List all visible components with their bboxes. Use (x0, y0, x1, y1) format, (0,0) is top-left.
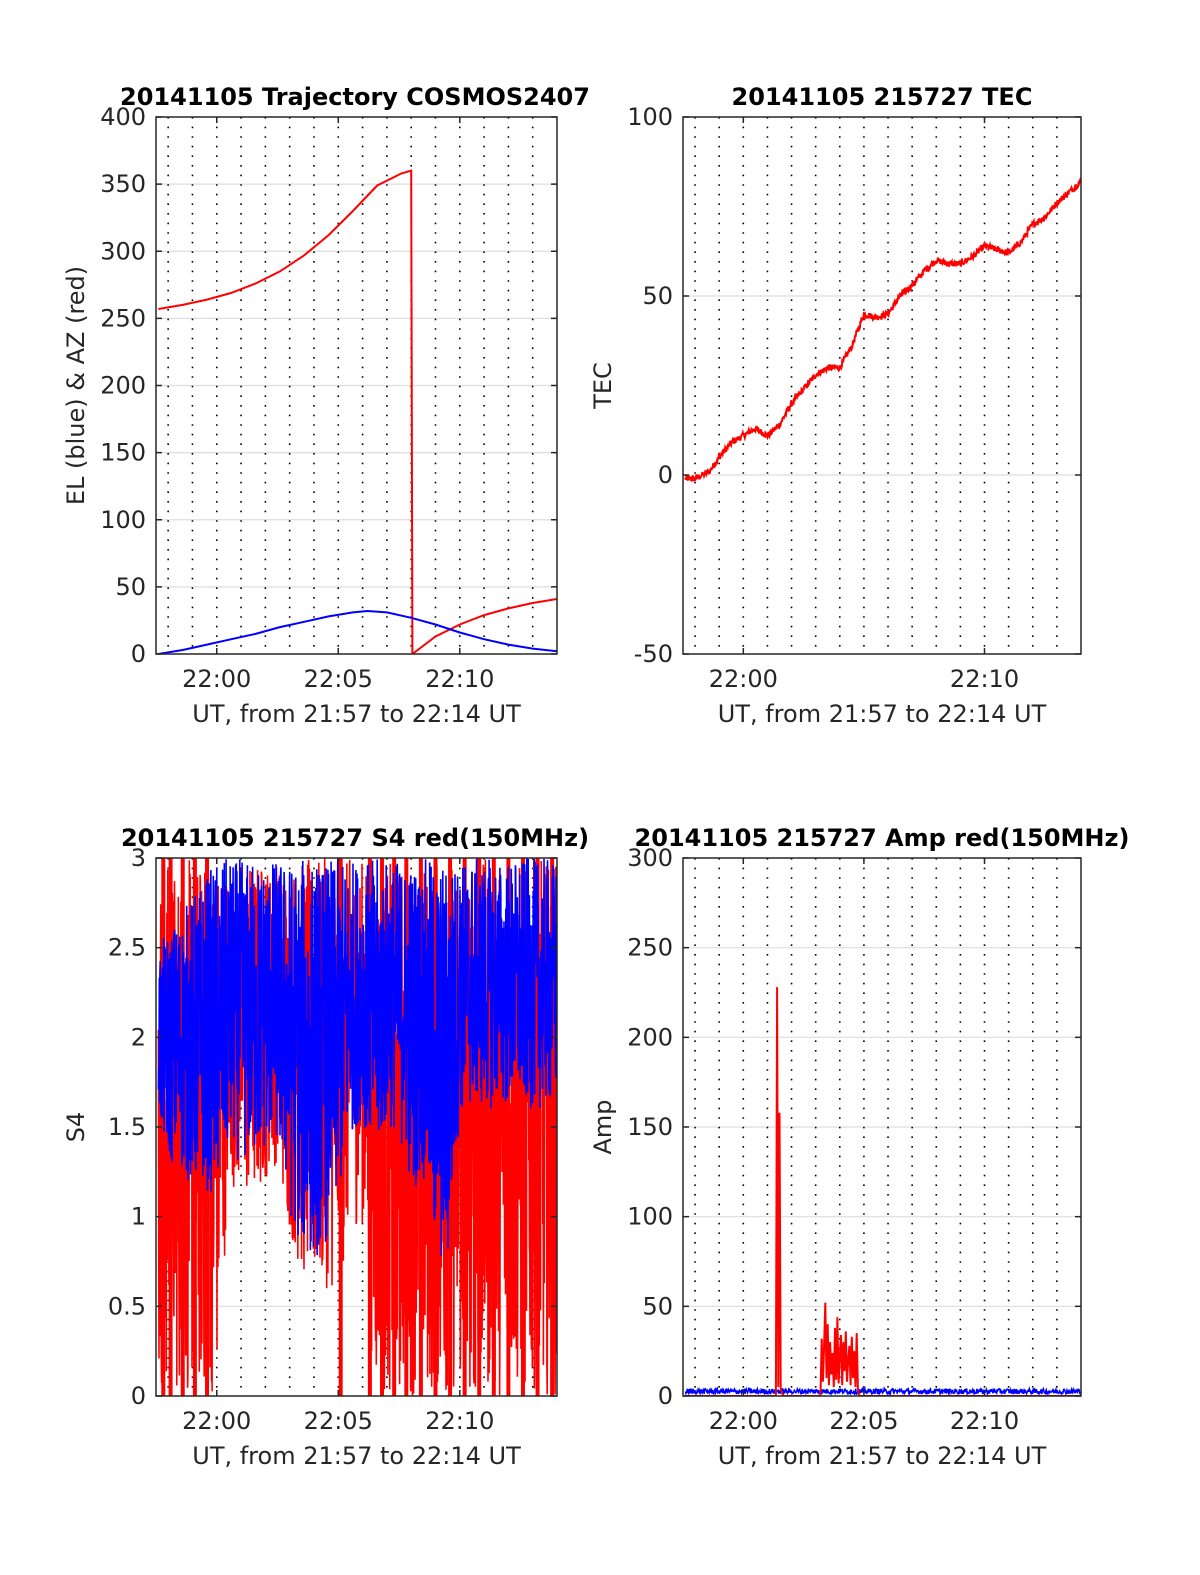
y-tick-label: 400 (100, 103, 146, 131)
series-0-red-spike (491, 858, 496, 1396)
y-tick-label: 2 (131, 1023, 146, 1051)
series-1-blue-line (158, 609, 557, 654)
y-tick-label: 300 (100, 237, 146, 265)
y-tick-label: 150 (627, 1113, 673, 1141)
y-axis-label: EL (blue) & AZ (red) (62, 266, 90, 505)
y-tick-label: 50 (115, 573, 146, 601)
series-0-blue-noise-line (684, 1385, 1081, 1396)
y-tick-label: 250 (100, 304, 146, 332)
y-tick-label: 350 (100, 170, 146, 198)
x-tick-label: 22:00 (182, 1407, 251, 1435)
y-axis-label: TEC (589, 362, 617, 410)
y-tick-label: 0 (658, 1382, 673, 1410)
y-tick-label: 100 (627, 1203, 673, 1231)
y-tick-label: 3 (131, 844, 146, 872)
chart-panel-amp: 0 50 100 150 200 250 300 22:00 22:05 22:10 2014110… (589, 824, 1129, 1470)
x-tick-label: 22:00 (709, 665, 778, 693)
y-axis-label: Amp (589, 1099, 617, 1154)
grid (683, 117, 1081, 654)
x-tick-label: 22:05 (304, 1407, 373, 1435)
series-0-red-spike (535, 858, 540, 1396)
y-tick-label: 0 (131, 640, 146, 668)
plot-area (684, 987, 1081, 1396)
y-tick-label: 100 (100, 506, 146, 534)
y-axis-label: S4 (62, 1112, 90, 1143)
chart-title: 20141105 215727 S4 red(150MHz) (121, 824, 589, 852)
chart-panel-s4: 0 0.5 1 1.5 2 2.5 3 22:00 22:05 22:10 20141105 215… (62, 824, 589, 1470)
x-tick-label: 22:10 (950, 665, 1019, 693)
series-0-red-spike (367, 858, 372, 1396)
series-0-red-spike (506, 858, 511, 1396)
y-tick-label: 0.5 (108, 1292, 146, 1320)
axes-box (682, 116, 1082, 655)
y-tick-label: 50 (642, 1292, 673, 1320)
chart-panel-trajectory: 0 50 100 150 200 250 300 350 400 22:00 22:05 22:10 2… (62, 83, 590, 728)
x-tick-label: 22:10 (950, 1407, 1019, 1435)
chart-title: 20141105 215727 Amp red(150MHz) (635, 824, 1130, 852)
y-tick-label: 150 (100, 439, 146, 467)
y-tick-label: 50 (642, 282, 673, 310)
series-1-blue-trace (157, 858, 557, 1256)
chart-panel-tec: -50 0 50 100 22:00 22:10 20141105 215727 TEC UT… (589, 83, 1082, 728)
series-0-red-spike (462, 858, 467, 1396)
chart-title: 20141105 215727 TEC (732, 83, 1033, 111)
grid (156, 117, 557, 654)
series-0-red-spike (477, 858, 482, 1396)
x-axis-label: UT, from 21:57 to 22:14 UT (192, 700, 521, 728)
y-tick-label: 0 (131, 1382, 146, 1410)
y-tick-label: 2.5 (108, 934, 146, 962)
series-0-red-spike (520, 858, 525, 1396)
grid (683, 858, 1081, 1396)
y-tick-label: 300 (627, 844, 673, 872)
y-tick-label: 200 (627, 1023, 673, 1051)
x-tick-label: 22:05 (304, 665, 373, 693)
x-axis-label: UT, from 21:57 to 22:14 UT (718, 700, 1047, 728)
y-tick-label: 100 (627, 103, 673, 131)
y-tick-label: -50 (634, 640, 673, 668)
series-1-red-line (685, 987, 1081, 1396)
plot-area (158, 169, 557, 654)
y-tick-label: 0 (658, 461, 673, 489)
y-tick-label: 1.5 (108, 1113, 146, 1141)
x-tick-label: 22:10 (425, 1407, 494, 1435)
x-axis-label: UT, from 21:57 to 22:14 UT (718, 1442, 1047, 1470)
series-0-red-line (684, 177, 1081, 483)
y-tick-label: 200 (100, 372, 146, 400)
chart-title: 20141105 Trajectory COSMOS2407 (120, 83, 590, 111)
plot-area (157, 858, 557, 1396)
x-axis-label: UT, from 21:57 to 22:14 UT (192, 1442, 521, 1470)
x-tick-label: 22:00 (182, 665, 251, 693)
x-tick-label: 22:10 (425, 665, 494, 693)
x-tick-label: 22:00 (709, 1407, 778, 1435)
y-tick-label: 250 (627, 934, 673, 962)
x-tick-label: 22:05 (829, 1407, 898, 1435)
series-0-red-spike (380, 858, 385, 1396)
y-tick-label: 1 (131, 1203, 146, 1231)
series-0-red-line (158, 169, 557, 654)
plot-area (684, 177, 1081, 483)
